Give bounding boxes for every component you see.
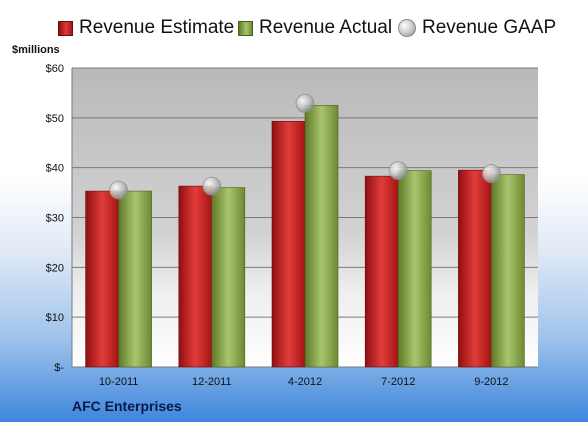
legend-label-actual: Revenue Actual (259, 17, 393, 38)
x-tick-label: 7-2012 (381, 376, 415, 388)
y-tick-label: $60 (46, 63, 64, 75)
point-revenue-gaap (388, 161, 408, 181)
legend-item-gaap: Revenue GAAP (398, 14, 556, 42)
bar-revenue-estimate (458, 169, 492, 368)
bar-revenue-estimate (364, 175, 399, 368)
bar-revenue-estimate (85, 190, 119, 368)
bar-revenue-estimate (178, 185, 213, 368)
legend-item-estimate: Revenue Estimate (58, 14, 234, 42)
x-tick-label: 10-2011 (99, 376, 139, 388)
y-axis-unit-label: $millions (12, 44, 60, 56)
chart-legend: Revenue Estimate Revenue Actual Revenue … (0, 14, 588, 42)
point-revenue-gaap (109, 180, 128, 200)
bar-revenue-actual (397, 170, 432, 368)
legend-swatch-actual (238, 20, 253, 36)
x-tick-label: 12-2011 (192, 376, 232, 388)
y-tick-label: $30 (46, 213, 64, 225)
legend-item-actual: Revenue Actual (238, 14, 392, 42)
legend-swatch-gaap (398, 19, 416, 37)
bar-revenue-estimate (271, 121, 306, 368)
bar-revenue-actual (304, 105, 339, 368)
company-name: AFC Enterprises (72, 398, 182, 414)
bar-revenue-actual (491, 174, 525, 368)
legend-swatch-estimate (58, 20, 73, 36)
point-revenue-gaap (295, 93, 315, 113)
point-revenue-gaap (202, 176, 222, 196)
legend-label-estimate: Revenue Estimate (79, 17, 235, 38)
bar-revenue-actual (211, 187, 246, 368)
y-tick-label: $40 (46, 163, 64, 175)
y-tick-label: $20 (46, 262, 64, 274)
legend-label-gaap: Revenue GAAP (422, 17, 557, 38)
bar-revenue-actual (118, 190, 152, 368)
x-tick-label: 9-2012 (474, 376, 508, 388)
point-revenue-gaap (481, 164, 501, 184)
y-tick-label: $- (54, 362, 64, 374)
y-tick-label: $50 (46, 113, 64, 125)
y-tick-label: $10 (46, 312, 64, 324)
x-tick-label: 4-2012 (288, 376, 322, 388)
